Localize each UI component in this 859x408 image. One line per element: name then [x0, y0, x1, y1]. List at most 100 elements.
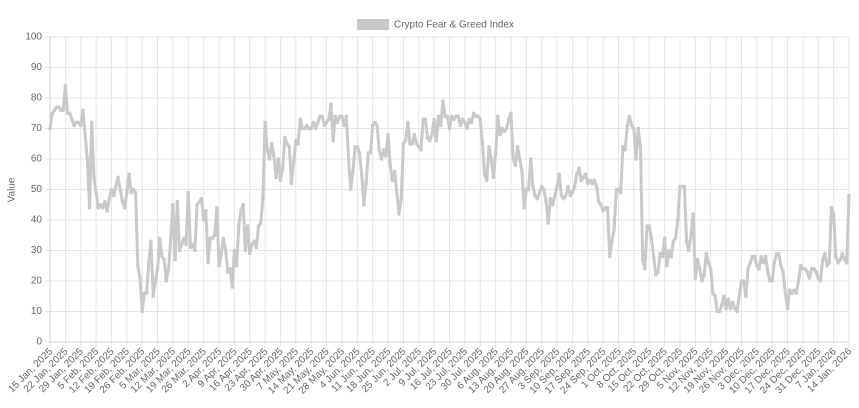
data-point: [392, 169, 397, 173]
data-point: [471, 111, 476, 116]
data-point: [550, 202, 555, 207]
data-point: [175, 199, 180, 204]
data-point: [531, 184, 535, 189]
data-point: [625, 123, 630, 128]
data-point: [643, 267, 647, 271]
data-point: [188, 245, 193, 250]
data-point: [285, 141, 289, 146]
data-point: [526, 187, 531, 192]
data-point: [612, 227, 616, 231]
data-point: [384, 154, 388, 158]
data-point: [831, 212, 836, 216]
data-point: [263, 120, 267, 125]
data-point: [544, 199, 548, 204]
y-tick-label: 70: [31, 123, 43, 134]
data-point: [144, 291, 149, 296]
data-point: [798, 263, 803, 268]
data-point: [171, 202, 175, 207]
data-point: [267, 157, 272, 161]
data-point: [52, 108, 57, 112]
data-point: [335, 120, 340, 125]
data-point: [423, 117, 428, 122]
data-point: [836, 260, 840, 265]
data-point: [348, 187, 353, 192]
data-point: [133, 190, 138, 195]
data-point: [221, 236, 226, 241]
data-point: [706, 260, 711, 265]
data-point: [157, 236, 162, 241]
data-point: [785, 306, 790, 311]
data-point: [184, 242, 188, 247]
data-point: [487, 145, 491, 149]
data-point: [528, 157, 533, 161]
data-point: [399, 196, 404, 201]
data-point: [342, 123, 346, 128]
data-point: [737, 294, 742, 299]
data-point: [256, 224, 261, 228]
data-point: [564, 193, 568, 198]
y-tick-label: 10: [31, 306, 43, 317]
data-point: [412, 132, 417, 137]
data-point: [656, 270, 660, 274]
data-point: [414, 141, 419, 146]
data-point: [362, 202, 366, 207]
data-point: [449, 114, 454, 119]
data-point: [654, 273, 658, 277]
data-point: [340, 114, 344, 119]
data-point: [274, 175, 278, 180]
data-point: [553, 193, 557, 198]
data-point: [757, 267, 761, 271]
data-point: [258, 221, 263, 225]
data-point: [693, 276, 698, 280]
data-point: [724, 306, 728, 311]
data-point: [502, 129, 507, 134]
data-point: [445, 114, 450, 119]
y-tick-label: 100: [25, 32, 42, 43]
data-point: [500, 126, 504, 131]
data-point: [816, 276, 821, 280]
data-point: [744, 294, 748, 299]
data-point: [164, 279, 169, 283]
data-point: [790, 291, 794, 296]
data-point: [572, 184, 577, 189]
data-point: [386, 132, 390, 137]
data-point: [765, 270, 770, 274]
data-point: [296, 141, 300, 146]
data-point: [305, 123, 309, 128]
data-point: [787, 288, 792, 292]
data-point: [193, 248, 197, 253]
data-point: [662, 236, 667, 241]
data-point: [566, 184, 570, 189]
data-point: [155, 267, 160, 271]
data-point: [140, 309, 144, 314]
data-point: [153, 279, 158, 283]
data-point: [50, 111, 54, 116]
data-point: [403, 138, 408, 143]
data-point: [83, 132, 87, 137]
data-point: [517, 157, 522, 161]
data-point: [480, 141, 485, 146]
y-tick-label: 50: [31, 184, 43, 195]
data-point: [513, 163, 518, 167]
data-point: [228, 267, 232, 271]
data-point: [722, 294, 726, 299]
data-point: [311, 120, 316, 125]
data-point: [776, 251, 781, 256]
data-point: [629, 123, 634, 128]
data-point: [195, 202, 199, 207]
data-point: [506, 117, 511, 122]
data-point: [456, 114, 461, 119]
data-point: [840, 251, 845, 256]
data-point: [702, 273, 706, 277]
data-point: [375, 123, 379, 128]
data-point: [669, 254, 674, 259]
legend-label: Crypto Fear & Greed Index: [394, 20, 514, 31]
data-point: [294, 138, 298, 143]
data-point: [67, 111, 72, 116]
data-point: [434, 138, 439, 143]
data-point: [333, 114, 338, 119]
data-point: [618, 190, 623, 195]
data-point: [845, 260, 849, 265]
data-point: [177, 248, 182, 253]
data-point: [539, 184, 544, 189]
